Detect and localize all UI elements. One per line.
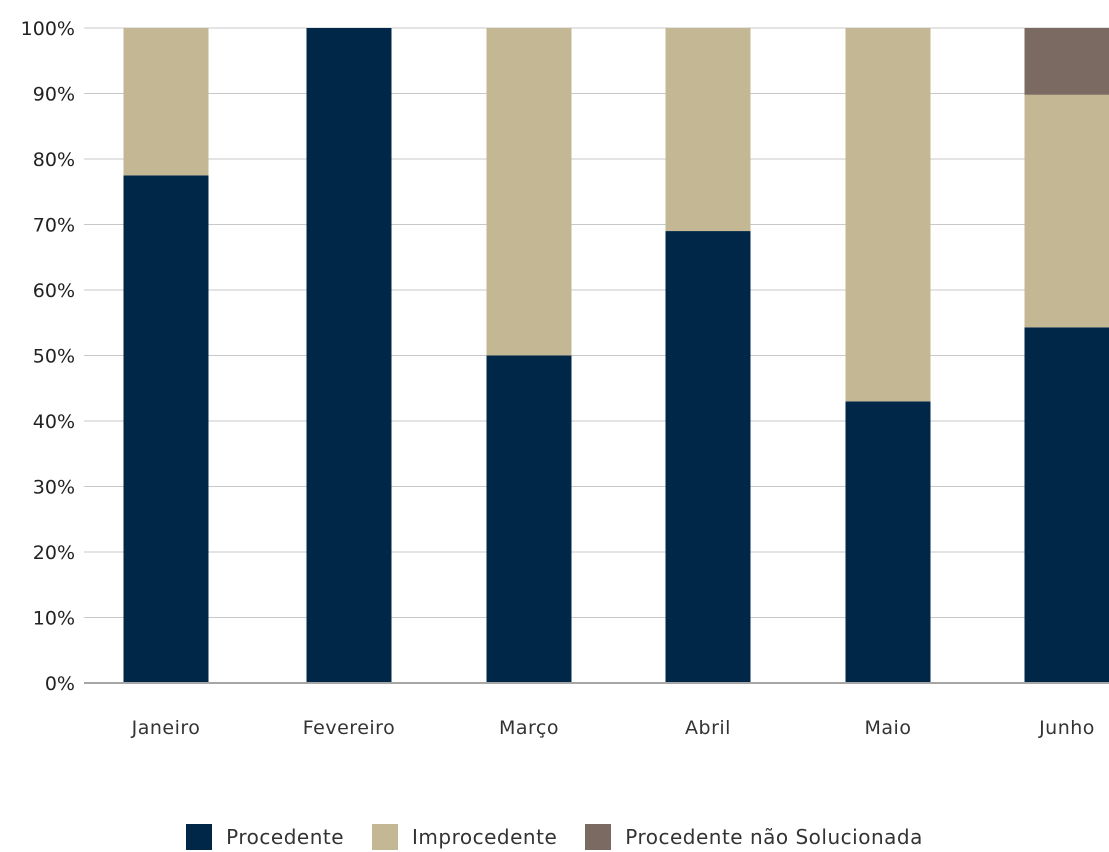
y-tick-label: 20%	[33, 542, 75, 564]
legend-label: Improcedente	[412, 825, 557, 849]
legend-swatch	[186, 824, 212, 850]
bar-segment	[846, 28, 931, 401]
bar-segment	[1025, 28, 1109, 95]
bar-segment	[846, 401, 931, 683]
y-tick-label: 60%	[33, 280, 75, 302]
legend-swatch	[372, 824, 398, 850]
y-tick-label: 10%	[33, 608, 75, 630]
legend-label: Procedente	[226, 825, 344, 849]
legend-label: Procedente não Solucionada	[625, 825, 923, 849]
bar-segment	[666, 28, 751, 231]
bar-segment	[124, 28, 209, 175]
bar-segment	[666, 231, 751, 683]
x-tick-label: Junho	[1038, 717, 1095, 739]
x-tick-label: Maio	[865, 717, 912, 739]
y-axis-ticks: 0% 10% 20% 30% 40% 50% 60% 70% 80% 90% 100%	[21, 18, 75, 695]
bar-segment	[487, 356, 572, 684]
legend: Procedente Improcedente Procedente não S…	[0, 822, 1109, 852]
x-axis-ticks: Janeiro Fevereiro Março Abril Maio Junho	[131, 717, 1095, 739]
x-tick-label: Abril	[685, 717, 731, 739]
x-tick-label: Janeiro	[131, 717, 201, 739]
bar-segment	[307, 28, 392, 683]
legend-swatch	[585, 824, 611, 850]
y-tick-label: 90%	[33, 84, 75, 106]
legend-item-procedente: Procedente	[186, 824, 344, 850]
y-tick-label: 100%	[21, 18, 75, 40]
bar-segment	[1025, 327, 1109, 683]
bar-segment	[124, 175, 209, 683]
y-tick-label: 80%	[33, 149, 75, 171]
bar-segment	[1025, 95, 1109, 328]
y-tick-label: 70%	[33, 215, 75, 237]
grid-lines	[84, 28, 1109, 618]
y-tick-label: 40%	[33, 411, 75, 433]
legend-item-improcedente: Improcedente	[372, 824, 557, 850]
bar-segment	[487, 28, 572, 356]
x-tick-label: Fevereiro	[303, 717, 395, 739]
y-tick-label: 0%	[45, 673, 75, 695]
stacked-bar-chart: 0% 10% 20% 30% 40% 50% 60% 70% 80% 90% 100% Janeir…	[0, 0, 1109, 815]
x-tick-label: Março	[499, 717, 559, 739]
y-tick-label: 50%	[33, 346, 75, 368]
y-tick-label: 30%	[33, 477, 75, 499]
legend-item-procedente-nao-solucionada: Procedente não Solucionada	[585, 824, 923, 850]
